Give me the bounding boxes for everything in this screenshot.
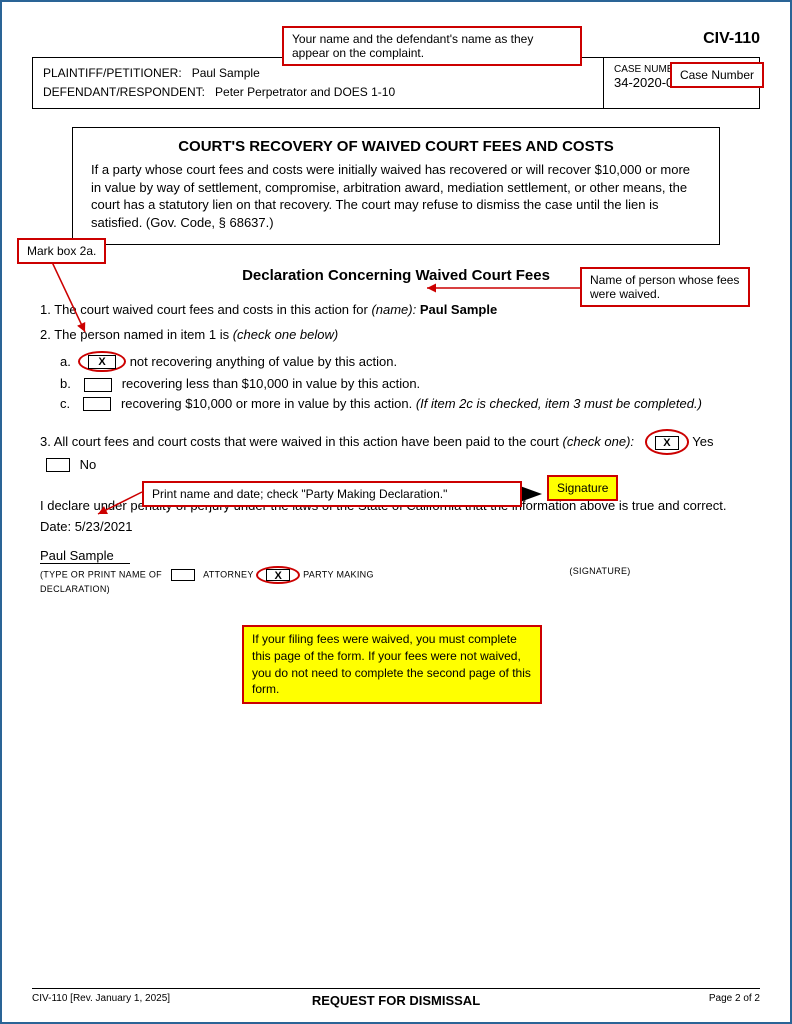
checkbox-2c[interactable] [83,397,111,411]
date-label: Date: [40,519,75,534]
footer: CIV-110 [Rev. January 1, 2025] REQUEST F… [32,988,760,1004]
circle-2a: X [78,351,126,373]
checkbox-2a[interactable]: X [88,355,116,369]
recovery-box: COURT'S RECOVERY OF WAIVED COURT FEES AN… [72,127,720,244]
checkbox-attorney[interactable] [171,569,195,581]
item2c-text: recovering $10,000 or more in value by t… [121,396,416,411]
item2-text: 2. The person named in item 1 is [40,327,233,342]
annot-name-waived: Name of person whose fees were waived. [580,267,750,307]
defendant-name: Peter Perpetrator and DOES 1-10 [215,85,395,99]
printed-name-row: Paul Sample [32,534,760,564]
circle-3-yes: X [645,429,689,455]
printed-name: Paul Sample [40,548,130,564]
signature-labels-row: (TYPE OR PRINT NAME OF ATTORNEY X PARTY … [40,566,760,594]
item3-text: 3. All court fees and court costs that w… [40,434,562,449]
item-3: 3. All court fees and court costs that w… [40,429,760,474]
annot-bottom: If your filing fees were waived, you mus… [242,625,542,704]
item2c-note: (If item 2c is checked, item 3 must be c… [416,396,702,411]
annot-mark-2a: Mark box 2a. [17,238,106,264]
item2-instruction: (check one below) [233,327,339,342]
footer-center: REQUEST FOR DISMISSAL [32,993,760,1008]
plaintiff-name: Paul Sample [192,66,260,80]
recovery-title: COURT'S RECOVERY OF WAIVED COURT FEES AN… [91,138,701,155]
signature-label: (SIGNATURE) [440,566,760,594]
item3-yes: Yes [692,434,713,449]
item-2: 2. The person named in item 1 is (check … [40,325,760,345]
checkbox-party[interactable]: X [266,569,290,581]
checkbox-3-no[interactable] [46,458,70,472]
item1-name-value: Paul Sample [420,302,497,317]
annot-names: Your name and the defendant's name as th… [282,26,582,66]
item3-no: No [80,457,97,472]
checkbox-2b[interactable] [84,378,112,392]
item1-name-label: (name): [371,302,416,317]
defendant-label: DEFENDANT/RESPONDENT: [43,85,205,99]
date-line: Date: 5/23/2021 [40,519,760,534]
date-value: 5/23/2021 [75,519,133,534]
checkbox-3-yes[interactable]: X [655,436,679,450]
circle-party: X [256,566,300,584]
recovery-text: If a party whose court fees and costs we… [91,161,701,231]
item2b-text: recovering less than $10,000 in value by… [122,376,420,391]
form-number: CIV-110 [703,30,760,48]
type-print-label: (TYPE OR PRINT NAME OF [40,570,162,580]
attorney-label: ATTORNEY [203,570,253,580]
item2a-text: not recovering anything of value by this… [130,354,397,369]
item3-instruction: (check one): [562,434,634,449]
annot-print-date: Print name and date; check "Party Making… [142,481,522,507]
plaintiff-label: PLAINTIFF/PETITIONER: [43,66,182,80]
annot-case-number: Case Number [670,62,764,88]
item-2b: b. recovering less than $10,000 in value… [60,376,760,392]
item-2c: c. recovering $10,000 or more in value b… [60,396,760,412]
item1-prefix: 1. The court waived court fees and costs… [40,302,371,317]
annot-signature: Signature [547,475,618,501]
item-2a: a. X not recovering anything of value by… [60,351,760,373]
